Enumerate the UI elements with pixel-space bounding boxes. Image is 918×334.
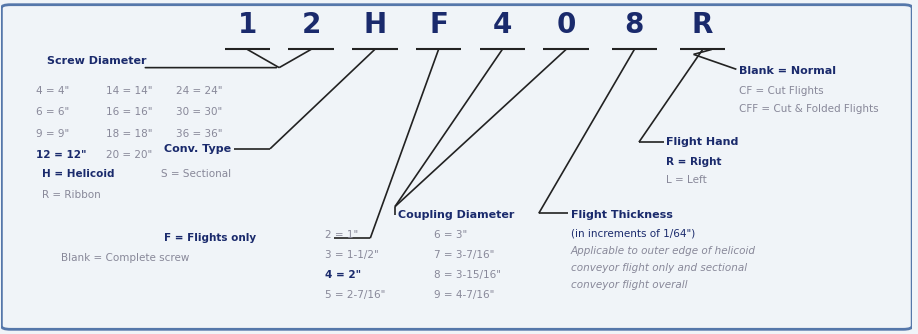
Text: 16 = 16": 16 = 16"	[106, 107, 152, 117]
Text: 0: 0	[556, 11, 576, 38]
Text: 8: 8	[624, 11, 644, 38]
Text: S = Sectional: S = Sectional	[161, 169, 231, 179]
Text: 3 = 1-1/2": 3 = 1-1/2"	[325, 250, 378, 260]
Text: 14 = 14": 14 = 14"	[106, 86, 152, 96]
Text: 6 = 3": 6 = 3"	[434, 230, 467, 240]
Text: 8 = 3-15/16": 8 = 3-15/16"	[434, 270, 501, 280]
Text: F = Flights only: F = Flights only	[163, 233, 255, 243]
Text: 9 = 4-7/16": 9 = 4-7/16"	[434, 290, 495, 300]
Text: R: R	[692, 11, 713, 38]
Text: 6 = 6": 6 = 6"	[36, 107, 69, 117]
Text: conveyor flight only and sectional: conveyor flight only and sectional	[571, 263, 746, 273]
Text: 4 = 2": 4 = 2"	[325, 270, 361, 280]
Text: 24 = 24": 24 = 24"	[176, 86, 223, 96]
Text: R = Ribbon: R = Ribbon	[42, 190, 101, 200]
Text: 4: 4	[493, 11, 512, 38]
Text: Applicable to outer edge of helicoid: Applicable to outer edge of helicoid	[571, 246, 756, 257]
Text: H = Helicoid: H = Helicoid	[42, 169, 115, 179]
Text: Coupling Diameter: Coupling Diameter	[397, 210, 514, 220]
Text: Screw Diameter: Screw Diameter	[47, 56, 147, 66]
Text: F: F	[429, 11, 448, 38]
Text: conveyor flight overall: conveyor flight overall	[571, 280, 687, 290]
Text: 2 = 1": 2 = 1"	[325, 230, 358, 240]
Text: Conv. Type: Conv. Type	[163, 144, 230, 154]
Text: 18 = 18": 18 = 18"	[106, 129, 152, 139]
Text: (in increments of 1/64"): (in increments of 1/64")	[571, 228, 695, 238]
Text: 1: 1	[238, 11, 257, 38]
Text: Blank = Complete screw: Blank = Complete screw	[61, 253, 189, 263]
Text: 36 = 36": 36 = 36"	[176, 129, 223, 139]
Text: 30 = 30": 30 = 30"	[176, 107, 222, 117]
Text: 12 = 12": 12 = 12"	[36, 150, 86, 160]
Text: Flight Hand: Flight Hand	[666, 137, 739, 147]
Text: 2: 2	[301, 11, 320, 38]
Text: Blank = Normal: Blank = Normal	[739, 66, 836, 76]
Text: 7 = 3-7/16": 7 = 3-7/16"	[434, 250, 495, 260]
Text: CFF = Cut & Folded Flights: CFF = Cut & Folded Flights	[739, 104, 879, 114]
Text: H: H	[364, 11, 386, 38]
Text: R = Right: R = Right	[666, 157, 722, 167]
Text: Flight Thickness: Flight Thickness	[571, 210, 673, 220]
Text: L = Left: L = Left	[666, 175, 707, 185]
Text: CF = Cut Flights: CF = Cut Flights	[739, 86, 823, 96]
Text: 4 = 4": 4 = 4"	[36, 86, 69, 96]
Text: 20 = 20": 20 = 20"	[106, 150, 152, 160]
Text: 9 = 9": 9 = 9"	[36, 129, 69, 139]
Text: 5 = 2-7/16": 5 = 2-7/16"	[325, 290, 385, 300]
